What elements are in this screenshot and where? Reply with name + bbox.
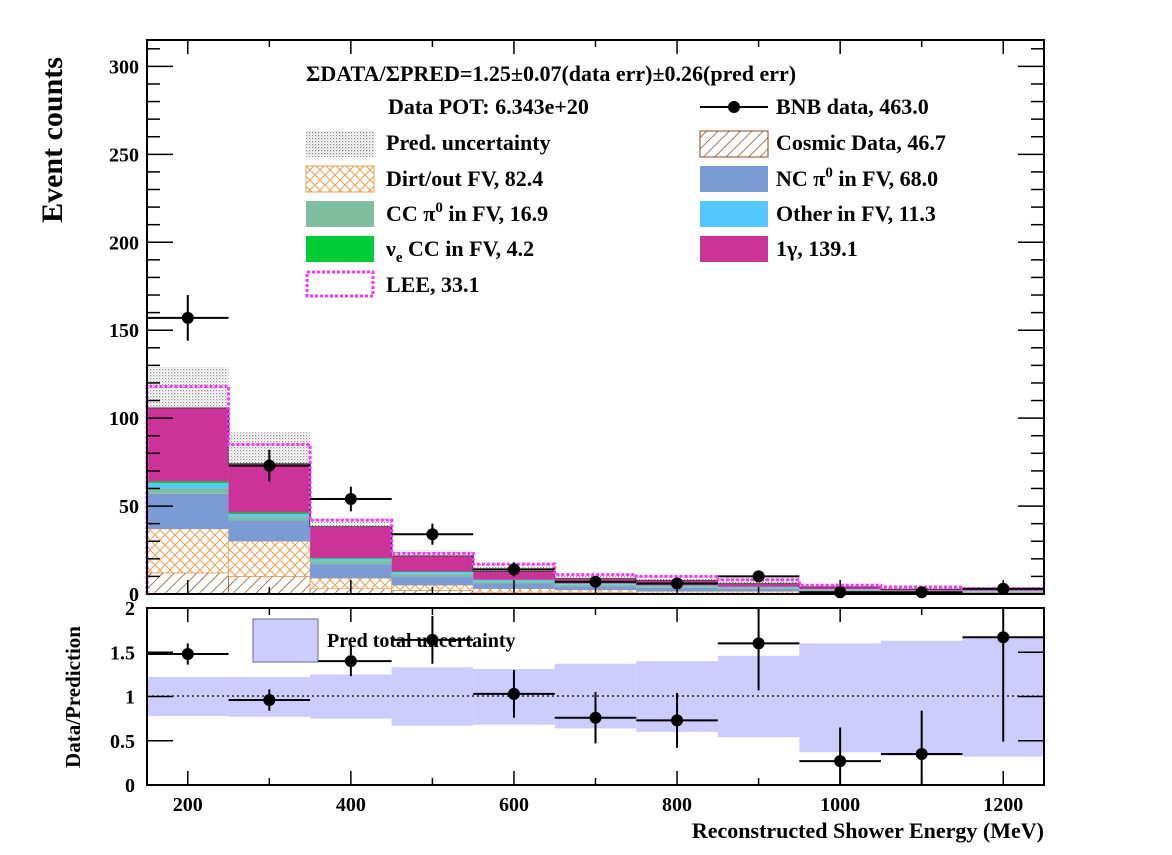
legend-ncpi0-swatch — [700, 166, 768, 192]
x-tick-label: 600 — [499, 794, 529, 816]
ratio-point — [915, 748, 928, 761]
legend-band: Pred total uncertainty — [327, 630, 516, 652]
ratio-y-tick-label: 0.5 — [110, 731, 135, 753]
bar-onegamma — [310, 526, 392, 558]
data-point — [344, 493, 357, 506]
legend-cosmic-swatch — [699, 130, 769, 158]
legend-nue: νe CC in FV, 4.2 — [385, 236, 534, 266]
ratio-point — [589, 711, 602, 724]
ratio-point — [344, 655, 357, 668]
lee-line — [145, 384, 1044, 594]
legend-ccpi0: CC π0 in FV, 16.9 — [386, 200, 548, 226]
legend-band-swatch — [252, 618, 319, 663]
top-y-ticks: 0 50 100 150 200 250 300 — [109, 40, 1044, 606]
legend-pred-unc: Pred. uncertainty — [386, 130, 551, 155]
bar-onegamma — [391, 555, 474, 572]
ratio-point — [507, 687, 520, 700]
y-tick-label: 150 — [109, 320, 139, 342]
legend-cosmic: Cosmic Data, 46.7 — [776, 130, 946, 155]
bar-nue — [228, 512, 311, 514]
y-tick-label: 100 — [109, 408, 139, 430]
bar-ncpi0 — [228, 520, 311, 542]
x-tick-label: 800 — [662, 794, 692, 816]
y-tick-label: 0 — [129, 584, 139, 606]
bar-ccpi0 — [310, 560, 392, 565]
bottom-axis-ticks: 0 0.5 1 1.5 2 200 400 600 800 1000 1200 — [110, 598, 1044, 816]
y-tick-label: 200 — [109, 232, 139, 254]
legend-nue-swatch — [306, 236, 374, 262]
y-tick-label: 300 — [109, 56, 139, 78]
ratio-point — [997, 631, 1010, 644]
x-tick-label: 400 — [336, 794, 366, 816]
top-y-axis-label: Event counts — [36, 57, 69, 223]
bar-ncpi0 — [310, 564, 392, 579]
data-point — [263, 459, 276, 472]
bar-other — [228, 513, 311, 517]
data-point — [181, 311, 194, 324]
legend-dirt: Dirt/out FV, 82.4 — [386, 166, 543, 191]
bar-nue — [310, 557, 392, 559]
bar-nue — [391, 571, 474, 573]
bar-dirt — [146, 528, 229, 574]
bar-onegamma — [147, 407, 229, 482]
legend-data: BNB data, 463.0 — [776, 94, 929, 119]
data-point — [507, 563, 520, 576]
legend-lee: LEE, 33.1 — [386, 272, 480, 297]
legend-other: Other in FV, 11.3 — [776, 201, 936, 226]
bar-dirt — [228, 540, 311, 577]
top-legend: ΣDATA/ΣPRED=1.25±0.07(data err)±0.26(pre… — [305, 61, 946, 298]
bar-ccpi0 — [391, 573, 474, 577]
y-tick-label: 50 — [119, 496, 139, 518]
pred-unc-bin — [310, 518, 392, 527]
ratio-point — [181, 648, 194, 661]
legend-data-marker — [728, 101, 740, 113]
ratio-point — [752, 637, 765, 650]
ratio-point — [263, 694, 276, 707]
x-tick-label: 1200 — [983, 794, 1023, 816]
ratio-points — [147, 608, 1044, 785]
ratio-y-tick-label: 0 — [125, 775, 135, 797]
ratio-point — [426, 633, 439, 646]
ratio-y-tick-label: 2 — [125, 598, 135, 620]
legend-other-swatch — [700, 201, 768, 227]
data-point — [752, 570, 765, 583]
x-tick-label: 200 — [173, 794, 203, 816]
legend-pred-unc-swatch — [306, 131, 374, 157]
ratio-y-tick-label: 1.5 — [110, 642, 135, 664]
legend-dirt-swatch — [305, 165, 375, 193]
legend-ccpi0-swatch — [306, 201, 374, 227]
data-pot: Data POT: 6.343e+20 — [388, 94, 589, 119]
bar-ncpi0 — [391, 576, 474, 586]
bar-other — [310, 558, 392, 561]
y-tick-label: 250 — [109, 144, 139, 166]
bar-ncpi0 — [147, 493, 229, 529]
bar-other — [147, 483, 229, 489]
legend-lee-swatch — [305, 270, 375, 298]
ratio-point — [834, 755, 847, 768]
lee-outline — [145, 384, 1044, 594]
bar-onegamma — [717, 583, 800, 587]
ratio-y-tick-label: 1 — [125, 687, 135, 709]
legend-onegamma-swatch — [700, 236, 768, 262]
legend-ncpi0: NC π0 in FV, 68.0 — [776, 165, 938, 191]
ratio-point — [671, 714, 684, 727]
legend-onegamma: 1γ, 139.1 — [776, 236, 858, 261]
data-point — [426, 528, 439, 541]
ratio-summary: ΣDATA/ΣPRED=1.25±0.07(data err)±0.26(pre… — [306, 61, 796, 86]
bar-ccpi0 — [228, 516, 311, 521]
bar-other — [391, 572, 474, 574]
x-tick-label: 1000 — [820, 794, 860, 816]
bar-nue — [147, 481, 229, 484]
x-axis-label: Reconstructed Shower Energy (MeV) — [692, 818, 1044, 843]
bottom-y-axis-label: Data/Prediction — [61, 626, 85, 768]
data-point — [589, 575, 602, 588]
bar-ccpi0 — [147, 488, 229, 494]
